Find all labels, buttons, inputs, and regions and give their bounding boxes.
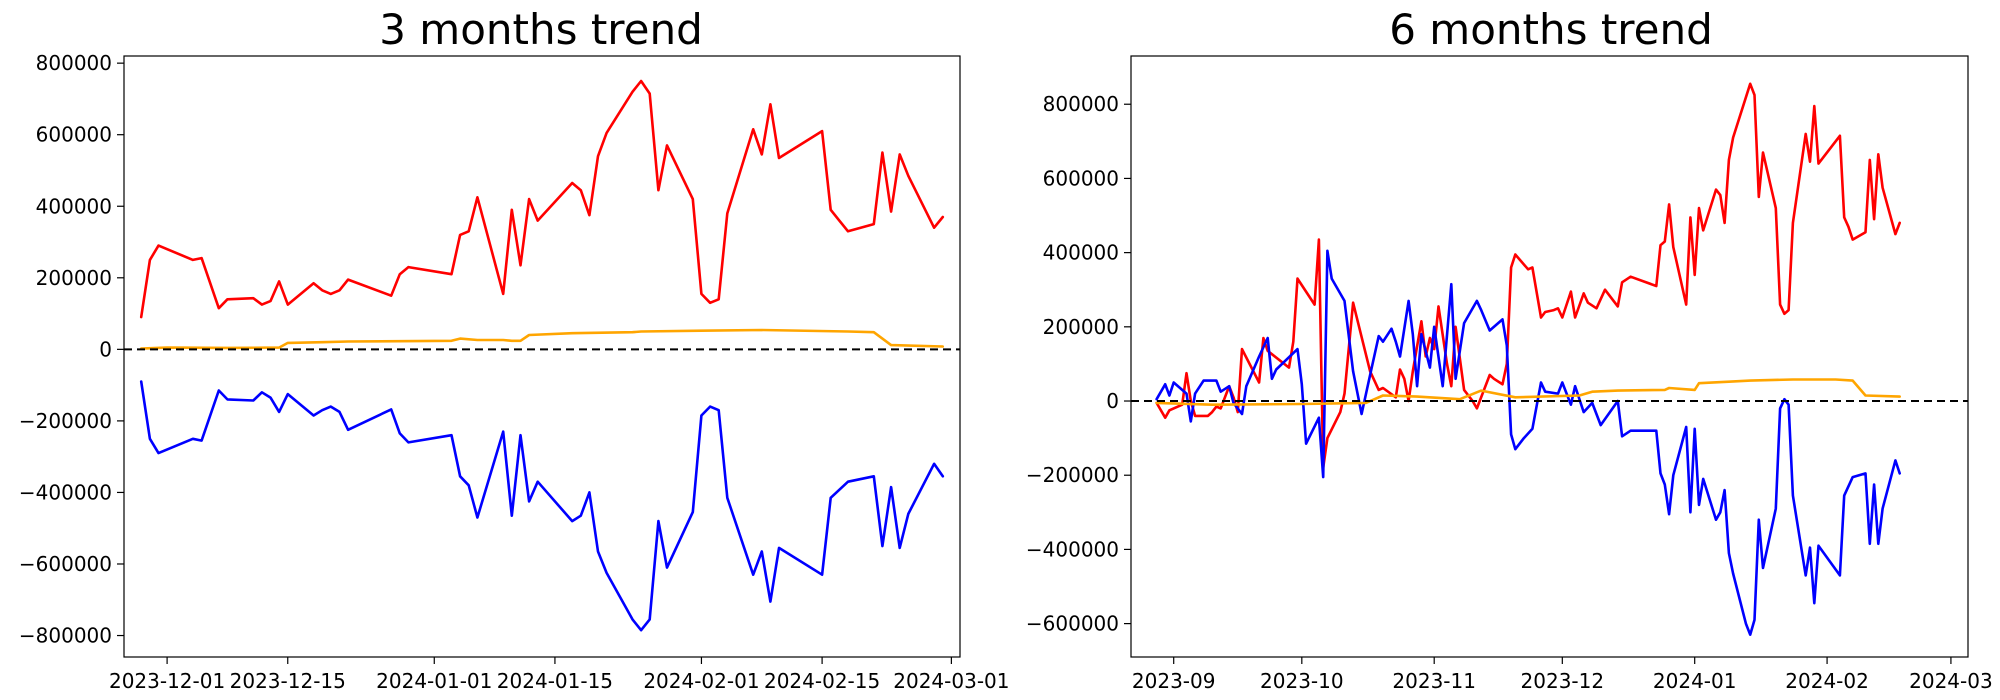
x-tick-label: 2024-02 [1785, 669, 1869, 693]
y-tick-label: −200000 [19, 409, 112, 433]
x-tick-label: 2023-12-01 [109, 669, 225, 693]
y-tick-label: 400000 [36, 194, 112, 218]
y-tick-label: −600000 [1026, 612, 1119, 636]
x-tick-label: 2024-01 [1653, 669, 1737, 693]
y-tick-label: 0 [99, 337, 112, 361]
y-tick-label: −200000 [1026, 463, 1119, 487]
x-tick-label: 2023-11 [1392, 669, 1476, 693]
y-tick-label: 200000 [1043, 315, 1119, 339]
chart-6-months: 6 months trend 2023-09 2023-10 2023-11 2023… [1026, 5, 1993, 693]
y-tick-label: 800000 [1043, 92, 1119, 116]
series-line-1 [139, 380, 945, 632]
y-tick-label: 600000 [36, 123, 112, 147]
x-tick-label: 2023-10 [1260, 669, 1344, 693]
y-tick-label: 800000 [36, 51, 112, 75]
y-tick-label: −600000 [19, 552, 112, 576]
x-tick-label: 2024-02-15 [764, 669, 880, 693]
y-tick-label: 600000 [1043, 166, 1119, 190]
series-line-0 [139, 79, 945, 319]
plot-area-6-months: 2023-09 2023-10 2023-11 2023-12 2024-01 2024-… [1026, 55, 1993, 693]
x-tick-label: 2024-02-01 [643, 669, 759, 693]
y-tick-label: −800000 [19, 624, 112, 648]
y-tick-label: −400000 [19, 480, 112, 504]
x-tick-label: 2024-03-01 [893, 669, 1009, 693]
series-line-2 [139, 328, 945, 350]
y-tick-label: 0 [1106, 389, 1119, 413]
y-tick-label: 200000 [36, 266, 112, 290]
axes-frame [123, 55, 961, 658]
axes-frame [1130, 55, 1969, 658]
chart-3-months: 3 months trend 2023-12-01 2023-12-15 2024-… [19, 5, 1010, 693]
x-tick-label: 2024-01-01 [376, 669, 492, 693]
y-tick-label: 400000 [1043, 241, 1119, 265]
x-tick-label: 2023-12 [1521, 669, 1605, 693]
x-tick-label: 2023-09 [1132, 669, 1216, 693]
x-tick-label: 2024-03 [1909, 669, 1993, 693]
y-tick-label: −400000 [1026, 537, 1119, 561]
x-tick-label: 2023-12-15 [230, 669, 346, 693]
series-line-2 [1155, 378, 1901, 407]
series-line-1 [1155, 249, 1901, 637]
x-tick-label: 2024-01-15 [497, 669, 613, 693]
plot-area-3-months: 2023-12-01 2023-12-15 2024-01-01 2024-01-15… [19, 51, 1010, 693]
chart-title: 3 months trend [379, 5, 703, 54]
chart-title: 6 months trend [1389, 5, 1713, 54]
series-line-0 [1155, 82, 1901, 470]
